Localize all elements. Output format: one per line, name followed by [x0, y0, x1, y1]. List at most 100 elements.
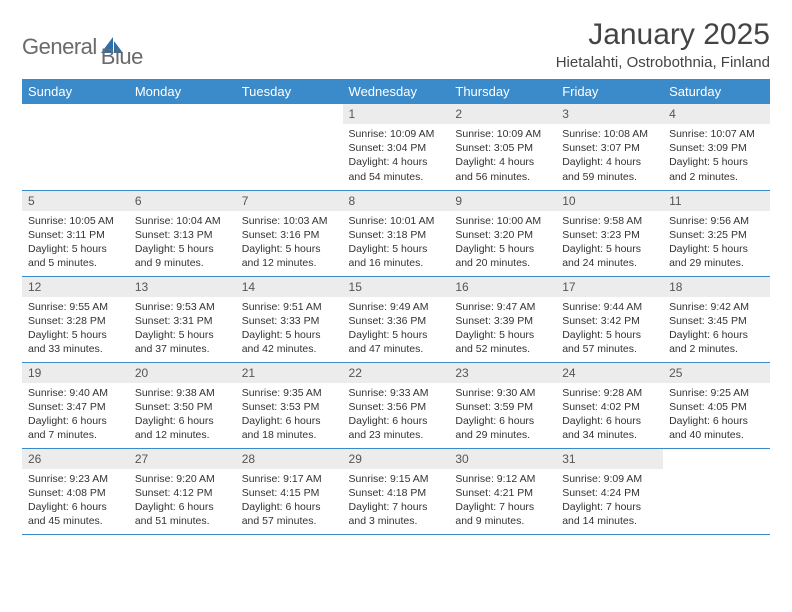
- sunrise-line: Sunrise: 9:25 AM: [669, 386, 764, 400]
- sunrise-line: Sunrise: 9:30 AM: [455, 386, 550, 400]
- sunset-line: Sunset: 3:45 PM: [669, 314, 764, 328]
- sunset-line: Sunset: 4:21 PM: [455, 486, 550, 500]
- day-number: 25: [663, 363, 770, 383]
- day-details: Sunrise: 10:01 AMSunset: 3:18 PMDaylight…: [343, 211, 450, 276]
- daylight-line: Daylight: 5 hours and 16 minutes.: [349, 242, 444, 270]
- day-number: 26: [22, 449, 129, 469]
- daylight-line: Daylight: 5 hours and 47 minutes.: [349, 328, 444, 356]
- sunrise-line: Sunrise: 9:51 AM: [242, 300, 337, 314]
- sunrise-line: Sunrise: 10:01 AM: [349, 214, 444, 228]
- sunrise-line: Sunrise: 10:09 AM: [455, 127, 550, 141]
- daylight-line: Daylight: 7 hours and 9 minutes.: [455, 500, 550, 528]
- daylight-line: Daylight: 5 hours and 29 minutes.: [669, 242, 764, 270]
- calendar-row: 26Sunrise: 9:23 AMSunset: 4:08 PMDayligh…: [22, 448, 770, 534]
- day-number: 23: [449, 363, 556, 383]
- day-cell: 27Sunrise: 9:20 AMSunset: 4:12 PMDayligh…: [129, 448, 236, 534]
- day-cell: 20Sunrise: 9:38 AMSunset: 3:50 PMDayligh…: [129, 362, 236, 448]
- day-number: 1: [343, 104, 450, 124]
- daylight-line: Daylight: 4 hours and 59 minutes.: [562, 155, 657, 183]
- sunset-line: Sunset: 4:24 PM: [562, 486, 657, 500]
- day-cell: 1Sunrise: 10:09 AMSunset: 3:04 PMDayligh…: [343, 104, 450, 190]
- day-details: Sunrise: 9:12 AMSunset: 4:21 PMDaylight:…: [449, 469, 556, 534]
- day-cell: 21Sunrise: 9:35 AMSunset: 3:53 PMDayligh…: [236, 362, 343, 448]
- day-details: Sunrise: 9:47 AMSunset: 3:39 PMDaylight:…: [449, 297, 556, 362]
- daylight-line: Daylight: 6 hours and 18 minutes.: [242, 414, 337, 442]
- sunrise-line: Sunrise: 9:09 AM: [562, 472, 657, 486]
- day-number: 16: [449, 277, 556, 297]
- day-number: 22: [343, 363, 450, 383]
- day-number: 24: [556, 363, 663, 383]
- daylight-line: Daylight: 6 hours and 40 minutes.: [669, 414, 764, 442]
- sunset-line: Sunset: 4:15 PM: [242, 486, 337, 500]
- sunset-line: Sunset: 4:08 PM: [28, 486, 123, 500]
- calendar-body: 1Sunrise: 10:09 AMSunset: 3:04 PMDayligh…: [22, 104, 770, 534]
- day-cell: 2Sunrise: 10:09 AMSunset: 3:05 PMDayligh…: [449, 104, 556, 190]
- day-cell: 24Sunrise: 9:28 AMSunset: 4:02 PMDayligh…: [556, 362, 663, 448]
- day-details: Sunrise: 9:25 AMSunset: 4:05 PMDaylight:…: [663, 383, 770, 448]
- weekday-header: Tuesday: [236, 79, 343, 104]
- day-details: Sunrise: 9:33 AMSunset: 3:56 PMDaylight:…: [343, 383, 450, 448]
- day-number: 15: [343, 277, 450, 297]
- weekday-header: Saturday: [663, 79, 770, 104]
- sunset-line: Sunset: 3:31 PM: [135, 314, 230, 328]
- sunset-line: Sunset: 3:33 PM: [242, 314, 337, 328]
- day-details: Sunrise: 9:53 AMSunset: 3:31 PMDaylight:…: [129, 297, 236, 362]
- day-number: 28: [236, 449, 343, 469]
- sunset-line: Sunset: 3:11 PM: [28, 228, 123, 242]
- day-cell: 22Sunrise: 9:33 AMSunset: 3:56 PMDayligh…: [343, 362, 450, 448]
- daylight-line: Daylight: 5 hours and 20 minutes.: [455, 242, 550, 270]
- day-details: Sunrise: 10:05 AMSunset: 3:11 PMDaylight…: [22, 211, 129, 276]
- day-number: 18: [663, 277, 770, 297]
- day-number: 7: [236, 191, 343, 211]
- empty-cell: [663, 448, 770, 534]
- day-number: 10: [556, 191, 663, 211]
- day-cell: 16Sunrise: 9:47 AMSunset: 3:39 PMDayligh…: [449, 276, 556, 362]
- day-cell: 18Sunrise: 9:42 AMSunset: 3:45 PMDayligh…: [663, 276, 770, 362]
- day-number: 6: [129, 191, 236, 211]
- sunrise-line: Sunrise: 9:53 AM: [135, 300, 230, 314]
- day-number: 8: [343, 191, 450, 211]
- sunset-line: Sunset: 3:16 PM: [242, 228, 337, 242]
- sunrise-line: Sunrise: 10:09 AM: [349, 127, 444, 141]
- sunset-line: Sunset: 3:53 PM: [242, 400, 337, 414]
- day-details: Sunrise: 10:07 AMSunset: 3:09 PMDaylight…: [663, 124, 770, 189]
- day-cell: 30Sunrise: 9:12 AMSunset: 4:21 PMDayligh…: [449, 448, 556, 534]
- daylight-line: Daylight: 5 hours and 5 minutes.: [28, 242, 123, 270]
- sunrise-line: Sunrise: 10:04 AM: [135, 214, 230, 228]
- brand-word1: General: [22, 34, 97, 60]
- day-cell: 11Sunrise: 9:56 AMSunset: 3:25 PMDayligh…: [663, 190, 770, 276]
- daylight-line: Daylight: 6 hours and 51 minutes.: [135, 500, 230, 528]
- day-details: Sunrise: 9:35 AMSunset: 3:53 PMDaylight:…: [236, 383, 343, 448]
- daylight-line: Daylight: 6 hours and 34 minutes.: [562, 414, 657, 442]
- day-number: 14: [236, 277, 343, 297]
- month-title: January 2025: [556, 18, 770, 52]
- daylight-line: Daylight: 5 hours and 24 minutes.: [562, 242, 657, 270]
- daylight-line: Daylight: 6 hours and 2 minutes.: [669, 328, 764, 356]
- location-text: Hietalahti, Ostrobothnia, Finland: [556, 54, 770, 71]
- daylight-line: Daylight: 5 hours and 2 minutes.: [669, 155, 764, 183]
- calendar-row: 12Sunrise: 9:55 AMSunset: 3:28 PMDayligh…: [22, 276, 770, 362]
- sunrise-line: Sunrise: 9:38 AM: [135, 386, 230, 400]
- daylight-line: Daylight: 5 hours and 9 minutes.: [135, 242, 230, 270]
- sunset-line: Sunset: 3:20 PM: [455, 228, 550, 242]
- daylight-line: Daylight: 5 hours and 12 minutes.: [242, 242, 337, 270]
- day-number: 30: [449, 449, 556, 469]
- calendar-table: SundayMondayTuesdayWednesdayThursdayFrid…: [22, 79, 770, 535]
- day-details: Sunrise: 9:51 AMSunset: 3:33 PMDaylight:…: [236, 297, 343, 362]
- day-details: Sunrise: 9:17 AMSunset: 4:15 PMDaylight:…: [236, 469, 343, 534]
- sunset-line: Sunset: 3:23 PM: [562, 228, 657, 242]
- sunrise-line: Sunrise: 9:12 AM: [455, 472, 550, 486]
- day-details: Sunrise: 9:09 AMSunset: 4:24 PMDaylight:…: [556, 469, 663, 534]
- day-cell: 7 Sunrise: 10:03 AMSunset: 3:16 PMDayligh…: [236, 190, 343, 276]
- day-details: Sunrise: 9:28 AMSunset: 4:02 PMDaylight:…: [556, 383, 663, 448]
- sunset-line: Sunset: 4:05 PM: [669, 400, 764, 414]
- calendar-row: 5Sunrise: 10:05 AMSunset: 3:11 PMDayligh…: [22, 190, 770, 276]
- sunrise-line: Sunrise: 10:03 AM: [242, 214, 337, 228]
- day-number: 2: [449, 104, 556, 124]
- day-cell: 14Sunrise: 9:51 AMSunset: 3:33 PMDayligh…: [236, 276, 343, 362]
- day-details: Sunrise: 9:20 AMSunset: 4:12 PMDaylight:…: [129, 469, 236, 534]
- sunrise-line: Sunrise: 9:56 AM: [669, 214, 764, 228]
- day-number: 13: [129, 277, 236, 297]
- day-details: Sunrise: 9:49 AMSunset: 3:36 PMDaylight:…: [343, 297, 450, 362]
- day-details: Sunrise: 9:42 AMSunset: 3:45 PMDaylight:…: [663, 297, 770, 362]
